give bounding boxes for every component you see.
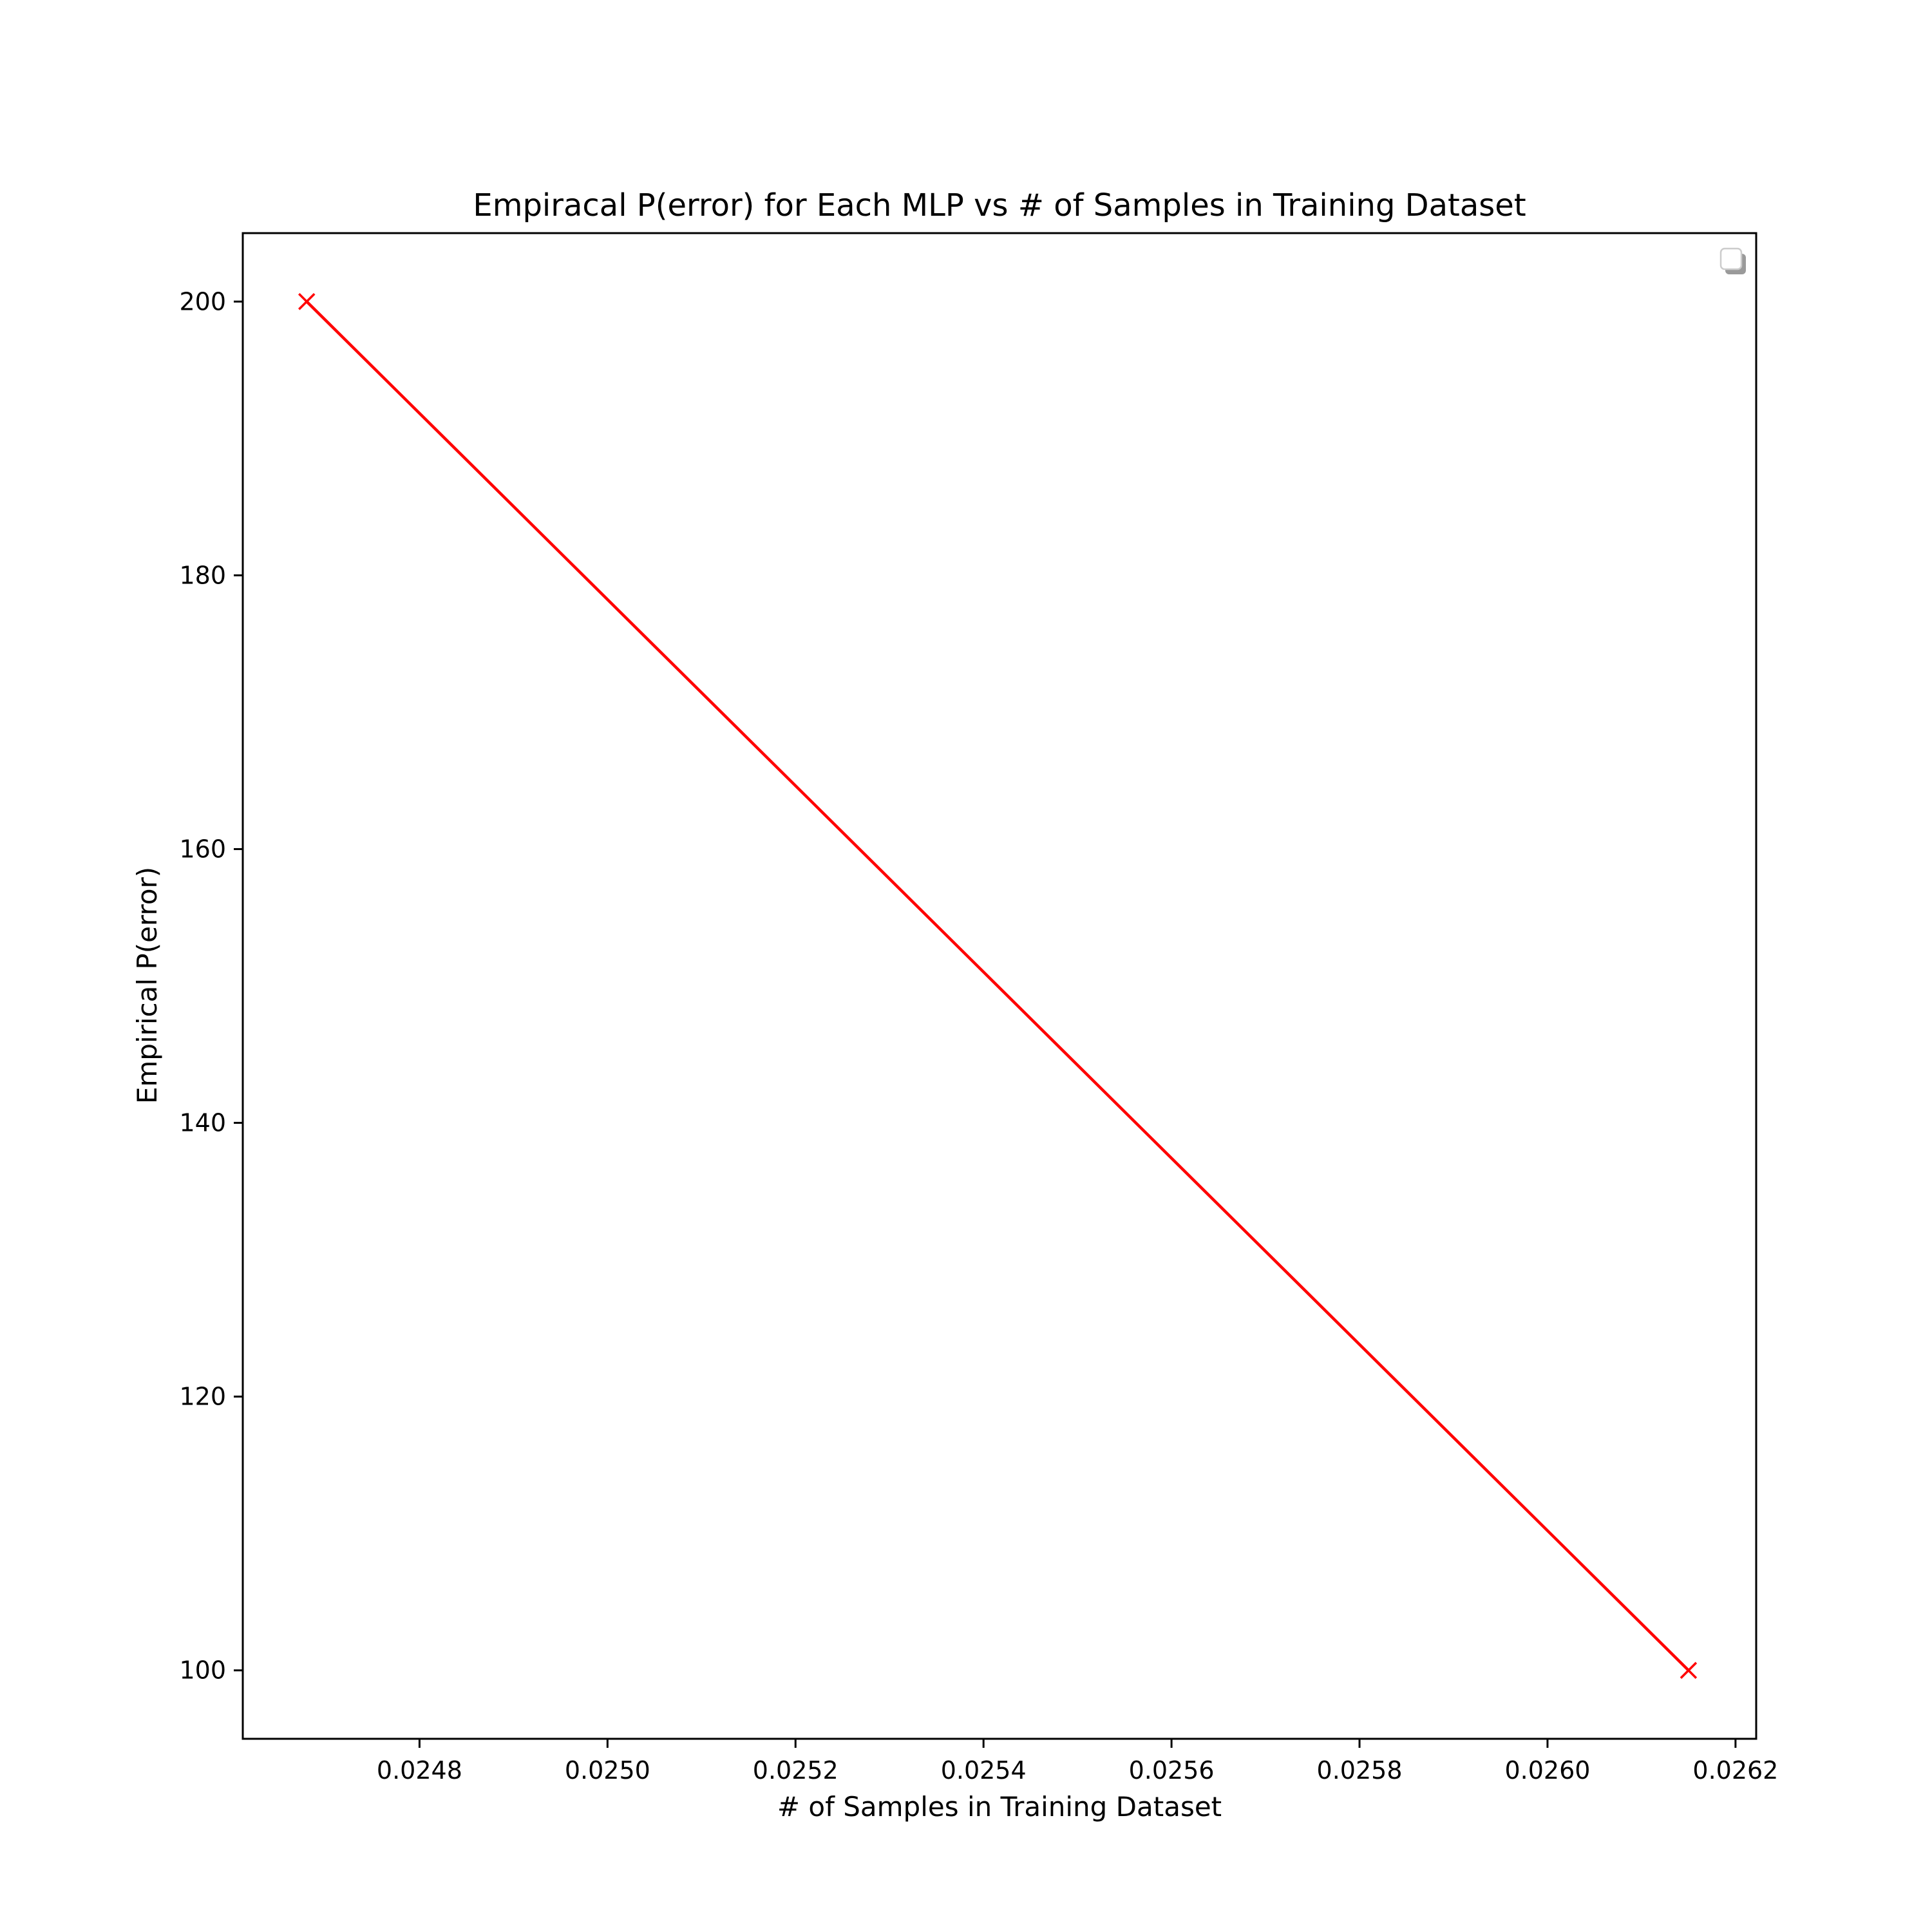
data-point-marker <box>298 293 316 310</box>
x-tick-label: 0.0258 <box>1317 1756 1403 1785</box>
series-layer <box>298 293 1698 1679</box>
y-tick-label: 140 <box>179 1109 226 1137</box>
y-axis-ticks: 100 120 140 160 180 200 <box>179 287 243 1685</box>
x-tick-label: 0.0252 <box>753 1756 838 1785</box>
x-tick-label: 0.0256 <box>1129 1756 1215 1785</box>
y-tick-label: 180 <box>179 561 226 589</box>
plot-frame <box>242 232 1757 1740</box>
chart-title: Empiracal P(error) for Each MLP vs # of … <box>473 187 1526 223</box>
legend-box <box>1719 247 1746 274</box>
series-line <box>305 300 1690 1672</box>
y-tick-label: 100 <box>179 1656 226 1685</box>
x-tick-label: 0.0254 <box>941 1756 1027 1785</box>
x-tick-label: 0.0260 <box>1504 1756 1590 1785</box>
x-axis-label: # of Samples in Training Dataset <box>777 1791 1222 1823</box>
x-axis-ticks: 0.0248 0.0250 0.0252 0.0254 0.0256 0.0258 0.02… <box>377 1739 1778 1785</box>
marker-stroke <box>298 293 316 310</box>
y-tick-label: 160 <box>179 835 226 863</box>
x-tick-label: 0.0248 <box>377 1756 462 1785</box>
x-tick-label: 0.0250 <box>565 1756 650 1785</box>
y-tick-label: 120 <box>179 1383 226 1411</box>
y-axis-label: Empirical P(error) <box>131 867 163 1104</box>
data-point-marker <box>1680 1662 1698 1679</box>
marker-stroke <box>1680 1662 1698 1679</box>
y-tick-label: 200 <box>179 287 226 316</box>
x-tick-label: 0.0262 <box>1692 1756 1778 1785</box>
